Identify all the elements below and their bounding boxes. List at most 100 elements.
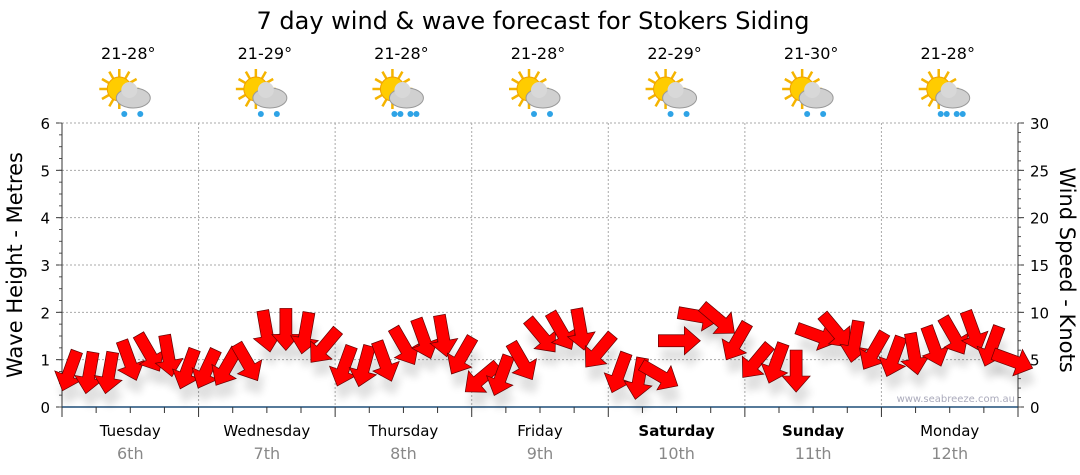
rain-drop bbox=[407, 111, 414, 117]
wind-arrow bbox=[794, 322, 837, 351]
wind-arrow bbox=[878, 334, 908, 378]
wind-arrow bbox=[584, 330, 618, 368]
rain-drop bbox=[943, 111, 950, 117]
wind-arrow bbox=[523, 315, 556, 353]
sun-cloud-rain-icon bbox=[99, 69, 151, 117]
chart-title: 7 day wind & wave forecast for Stokers S… bbox=[256, 7, 809, 35]
rain-drop bbox=[397, 111, 404, 117]
sun-cloud-heavy-rain-icon bbox=[372, 69, 424, 117]
rain-drop bbox=[531, 111, 537, 117]
wind-arrow bbox=[446, 334, 479, 375]
watermark: www.seabreeze.com.au bbox=[897, 394, 1015, 405]
wind-arrow bbox=[741, 340, 775, 378]
wind-arrow bbox=[485, 353, 515, 396]
wind-arrow bbox=[937, 314, 969, 355]
wind-arrow bbox=[721, 319, 753, 361]
wind-arrow bbox=[191, 347, 222, 389]
cloud-puff bbox=[121, 82, 138, 98]
right-tick-label: 20 bbox=[1030, 210, 1049, 228]
day-date: 8th bbox=[390, 444, 417, 463]
left-tick-label: 1 bbox=[40, 352, 50, 370]
wind-arrow bbox=[464, 359, 502, 393]
wind-arrow bbox=[328, 344, 358, 387]
wind-arrow bbox=[760, 341, 790, 384]
day-name: Friday bbox=[517, 422, 563, 440]
rain-drop bbox=[804, 111, 811, 117]
day-temp: 21-29° bbox=[238, 44, 293, 63]
wind-arrow bbox=[817, 310, 851, 348]
wind-arrow bbox=[54, 348, 83, 392]
wind-arrow bbox=[959, 309, 989, 352]
wind-arrow bbox=[990, 347, 1034, 377]
wind-arrow bbox=[544, 309, 577, 350]
grid: 0 1 2 3 4 5 6 0 5 10 15 20 25 30 bbox=[40, 115, 1049, 417]
wind-arrow bbox=[697, 301, 735, 334]
wind-arrow bbox=[859, 329, 891, 370]
wind-arrow bbox=[230, 340, 263, 382]
wind-arrow bbox=[154, 333, 184, 378]
rain-drop bbox=[959, 111, 966, 117]
wind-arrow bbox=[74, 350, 104, 395]
sun-cloud-rain-icon bbox=[235, 69, 288, 117]
day-name: Sunday bbox=[782, 422, 845, 440]
rain-drop bbox=[547, 111, 553, 117]
left-tick-label: 6 bbox=[40, 115, 50, 133]
sun-cloud-rain-icon bbox=[782, 69, 834, 117]
wind-arrow bbox=[371, 339, 400, 382]
day-temp: 21-28° bbox=[374, 44, 429, 63]
day-name: Saturday bbox=[638, 422, 715, 440]
left-tick-label: 3 bbox=[40, 257, 50, 275]
left-tick-label: 5 bbox=[40, 162, 50, 180]
rain-drop bbox=[257, 111, 264, 117]
cloud-puff bbox=[940, 82, 957, 98]
wind-arrow bbox=[429, 313, 459, 358]
day-labels: Tuesday 6th 21-28° Wednesday 7th 21-29° Thursd… bbox=[99, 44, 980, 463]
wind-arrow bbox=[252, 309, 282, 353]
rain-drop bbox=[273, 111, 280, 117]
cloud-puff bbox=[257, 82, 274, 98]
left-tick-label: 0 bbox=[40, 399, 50, 417]
day-temp: 21-28° bbox=[101, 44, 156, 63]
left-tick-label: 2 bbox=[40, 304, 50, 322]
day-date: 10th bbox=[658, 444, 695, 463]
rain-drop bbox=[683, 111, 690, 117]
day-name: Wednesday bbox=[223, 422, 310, 440]
day-temp: 21-30° bbox=[784, 44, 839, 63]
right-tick-label: 5 bbox=[1030, 352, 1040, 370]
cloud-puff bbox=[531, 82, 547, 98]
wind-arrow bbox=[781, 349, 811, 393]
right-tick-label: 25 bbox=[1030, 162, 1049, 180]
right-tick-label: 15 bbox=[1030, 257, 1049, 275]
wind-arrow bbox=[171, 346, 201, 390]
day-name: Tuesday bbox=[99, 422, 161, 440]
day-temp: 21-28° bbox=[511, 44, 566, 63]
left-tick-label: 4 bbox=[40, 210, 50, 228]
rain-drop bbox=[953, 111, 960, 117]
day-name: Thursday bbox=[368, 422, 439, 440]
rain-drop bbox=[937, 111, 944, 117]
rain-drop bbox=[413, 111, 420, 117]
wind-arrow bbox=[310, 325, 344, 363]
rain-drop bbox=[391, 111, 398, 117]
right-tick-label: 30 bbox=[1030, 115, 1049, 133]
day-temp: 22-29° bbox=[647, 44, 702, 63]
wind-arrow bbox=[637, 359, 679, 391]
wind-arrow bbox=[658, 325, 701, 356]
cloud-puff bbox=[394, 82, 411, 98]
sun-cloud-rain-icon bbox=[509, 69, 561, 117]
wind-arrow bbox=[900, 331, 930, 376]
wind-arrow bbox=[410, 316, 440, 360]
left-axis-label: Wave Height - Metres bbox=[3, 152, 27, 378]
day-date: 7th bbox=[254, 444, 281, 463]
sun-cloud-heavy-rain-icon bbox=[918, 69, 971, 117]
sun-cloud-rain-icon bbox=[645, 69, 698, 117]
right-tick-label: 10 bbox=[1030, 304, 1049, 322]
rain-drop bbox=[667, 111, 674, 117]
wind-arrow bbox=[348, 344, 378, 388]
wind-arrow bbox=[211, 345, 243, 386]
right-tick-label: 0 bbox=[1030, 399, 1040, 417]
wind-arrow bbox=[566, 307, 596, 351]
right-axis-label: Wind Speed - Knots bbox=[1055, 167, 1079, 372]
wind-arrow bbox=[132, 331, 165, 372]
